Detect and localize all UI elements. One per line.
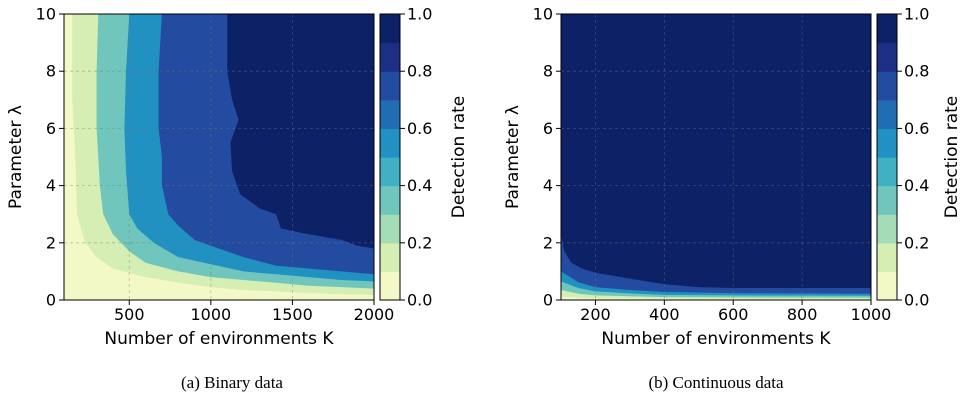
caption-a: (a) Binary data — [181, 373, 283, 392]
colorbar-swatch — [380, 271, 400, 301]
colorbar-swatch — [877, 99, 897, 129]
y-axis-label-a: Parameter λ — [6, 105, 26, 209]
colorbar-swatch — [380, 214, 400, 244]
y-tick-label: 10 — [36, 5, 56, 24]
colorbar-tick-label: 0.2 — [904, 233, 929, 252]
panel-a: 500 1000 1500 2000 0 2 4 6 8 10 Number of enviro… — [6, 5, 469, 393]
colorbar-swatch — [380, 14, 400, 44]
y-axis-label-b: Parameter λ — [503, 105, 523, 209]
colorbar-swatch — [380, 99, 400, 129]
contour-bands-b — [561, 14, 871, 300]
colorbar-label-a: Detection rate — [449, 96, 469, 219]
y-tick-label: 4 — [46, 176, 56, 195]
grid-a — [64, 14, 374, 300]
colorbar-swatch — [877, 14, 897, 44]
colorbar-swatch — [380, 71, 400, 101]
colorbar-swatch — [380, 157, 400, 187]
y-tick-label: 2 — [543, 233, 553, 252]
colorbar-swatch — [877, 242, 897, 272]
x-tick-label: 600 — [718, 305, 749, 324]
colorbar-swatch — [877, 214, 897, 244]
colorbar-tick-label: 0.4 — [407, 176, 432, 195]
x-tick-label: 500 — [114, 305, 145, 324]
colorbar-swatch — [380, 242, 400, 272]
colorbar-swatch — [877, 271, 897, 301]
x-tick-label: 200 — [580, 305, 611, 324]
colorbar-tick-label: 0.4 — [904, 176, 929, 195]
y-tick-label: 2 — [46, 233, 56, 252]
x-tick-label: 1000 — [851, 305, 892, 324]
y-tick-label: 8 — [46, 62, 56, 81]
x-tick-label: 400 — [649, 305, 680, 324]
y-tick-label: 0 — [543, 291, 553, 310]
colorbar-tick-label: 0.8 — [407, 62, 432, 81]
plot-frame-a — [63, 13, 375, 301]
grid-b — [561, 14, 871, 300]
colorbar-swatch — [380, 185, 400, 215]
x-ticks-b: 200 400 600 800 1000 — [580, 300, 891, 324]
y-ticks-b: 0 2 4 6 8 10 — [533, 5, 561, 310]
colorbar-tick-label: 0.8 — [904, 62, 929, 81]
colorbar-swatch — [877, 157, 897, 187]
x-axis-label-a: Number of environments K — [104, 329, 334, 349]
colorbar-swatch — [877, 71, 897, 101]
panel-b: 200 400 600 800 1000 0 2 4 6 8 10 Number of envir… — [503, 5, 962, 393]
y-tick-label: 10 — [533, 5, 553, 24]
y-tick-label: 0 — [46, 291, 56, 310]
colorbar-swatch — [380, 128, 400, 158]
colorbar-tick-label: 1.0 — [904, 5, 929, 24]
x-axis-label-b: Number of environments K — [601, 329, 831, 349]
colorbar-tick-label: 0.0 — [904, 291, 929, 310]
colorbar-label-b: Detection rate — [942, 96, 962, 219]
colorbar-tick-label: 0.0 — [407, 291, 432, 310]
colorbar-swatch — [380, 42, 400, 72]
x-tick-label: 800 — [787, 305, 818, 324]
contour-bands-a — [72, 14, 375, 295]
colorbar-swatch — [877, 185, 897, 215]
colorbar-swatch — [877, 128, 897, 158]
caption-b: (b) Continuous data — [648, 373, 783, 392]
y-tick-label: 8 — [543, 62, 553, 81]
x-tick-label: 2000 — [354, 305, 395, 324]
x-tick-label: 1000 — [190, 305, 231, 324]
colorbar-swatch — [877, 42, 897, 72]
x-tick-label: 1500 — [272, 305, 313, 324]
contour-region-0.9 — [561, 14, 871, 288]
y-tick-label: 4 — [543, 176, 553, 195]
colorbar-tick-label: 0.2 — [407, 233, 432, 252]
y-tick-label: 6 — [543, 119, 553, 138]
contour-region-0.9 — [227, 14, 374, 249]
y-tick-label: 6 — [46, 119, 56, 138]
x-ticks-a: 500 1000 1500 2000 — [114, 300, 394, 324]
y-ticks-a: 0 2 4 6 8 10 — [36, 5, 64, 310]
colorbar-tick-label: 0.6 — [407, 119, 432, 138]
colorbar-a: 0.0 0.2 0.4 0.6 0.8 1.0 Detection rate — [379, 5, 469, 310]
plot-frame-b — [560, 13, 872, 301]
colorbar-tick-label: 0.6 — [904, 119, 929, 138]
colorbar-b: 0.0 0.2 0.4 0.6 0.8 1.0 Detection rate — [876, 5, 962, 310]
colorbar-tick-label: 1.0 — [407, 5, 432, 24]
